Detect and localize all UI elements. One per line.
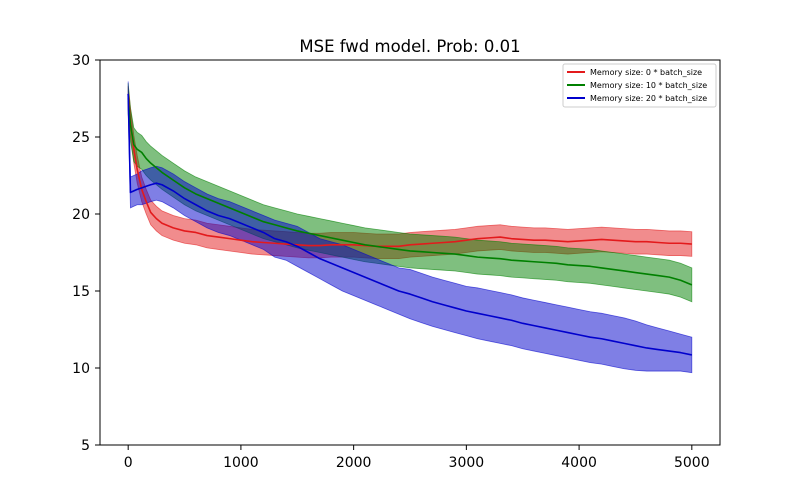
legend-item: Memory size: 20 * batch_size [567,94,707,103]
legend-item: Memory size: 0 * batch_size [567,68,702,77]
y-tick-label: 25 [72,130,90,146]
legend-label-memory-20: Memory size: 20 * batch_size [590,94,707,103]
x-tick-label: 2000 [336,455,372,471]
plot-area [127,81,693,374]
x-tick-label: 0 [124,455,133,471]
x-tick-label: 3000 [449,455,485,471]
y-axis: 5 10 15 20 25 30 [72,53,100,454]
legend-item: Memory size: 10 * batch_size [567,81,707,90]
line-memory-10 [127,98,693,286]
y-tick-label: 15 [72,284,90,300]
legend-box [562,63,717,108]
y-tick-label: 10 [72,361,90,377]
x-axis: 0 1000 2000 3000 4000 5000 [124,445,710,471]
legend-label-memory-0: Memory size: 0 * batch_size [590,68,702,77]
legend-label-memory-10: Memory size: 10 * batch_size [590,81,707,90]
y-tick-label: 5 [81,438,90,454]
x-tick-label: 4000 [561,455,597,471]
band-memory-20 [127,81,693,374]
y-tick-label: 30 [72,53,90,69]
chart-title: MSE fwd model. Prob: 0.01 [299,37,520,56]
x-tick-label: 5000 [674,455,710,471]
line-memory-20 [127,93,692,356]
x-tick-label: 1000 [223,455,259,471]
legend: Memory size: 0 * batch_size Memory size:… [562,63,717,108]
axes-frame [99,59,721,446]
y-tick-label: 20 [72,207,90,223]
lines-layer [127,93,693,356]
